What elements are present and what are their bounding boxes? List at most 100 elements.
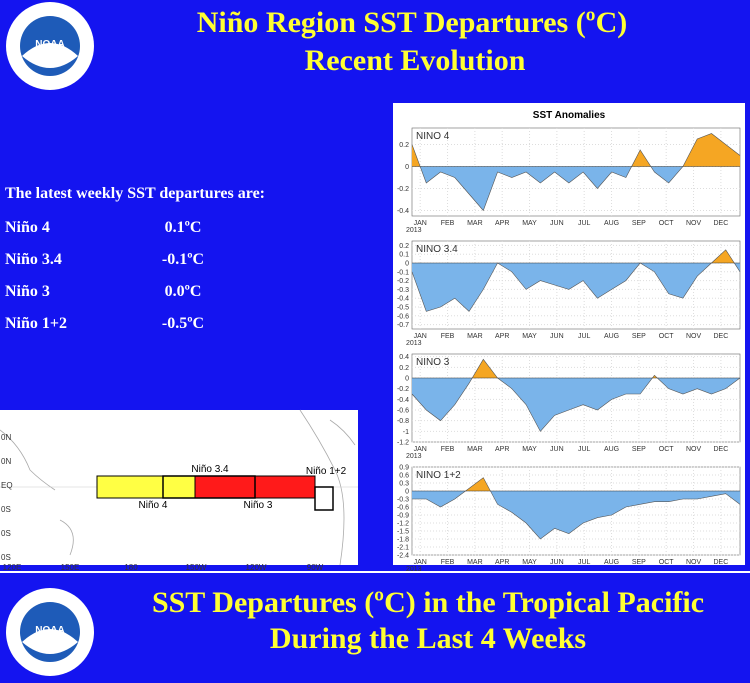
svg-text:NOAA: NOAA — [35, 625, 64, 636]
nino4-box — [96, 475, 196, 499]
year-label: 2013 — [406, 340, 422, 347]
anomaly-area-positive — [412, 133, 740, 167]
x-tick-label: FEB — [441, 446, 455, 453]
y-tick-label: 0 — [405, 376, 409, 383]
y-tick-label: -0.9 — [397, 513, 409, 520]
chart-title: NINO 3 — [416, 357, 450, 368]
x-tick-label: JUL — [578, 446, 591, 453]
x-tick-label: FEB — [441, 220, 455, 227]
y-tick-label: -0.7 — [397, 322, 409, 329]
y-tick-label: -0.2 — [397, 186, 409, 193]
x-tick-label: APR — [495, 446, 509, 453]
x-tick-label: MAY — [522, 446, 537, 453]
noaa-logo: NOAA — [6, 588, 94, 676]
lon-label: 90W — [307, 563, 324, 572]
x-tick-label: APR — [495, 559, 509, 566]
x-tick-label: DEC — [713, 220, 728, 227]
anomaly-line — [411, 133, 741, 212]
x-tick-label: SEP — [632, 220, 646, 227]
y-tick-label: -2.1 — [397, 545, 409, 552]
x-tick-label: MAY — [522, 333, 537, 340]
region-value: 0.0ºC — [165, 283, 202, 300]
y-tick-label: 0 — [405, 261, 409, 268]
region-name: Niño 4 — [5, 219, 50, 236]
lon-label: 180 — [124, 563, 138, 572]
lat-label: 0N — [1, 433, 11, 442]
y-tick-label: 0.1 — [399, 252, 409, 259]
y-tick-label: -0.5 — [397, 305, 409, 312]
lat-label: 0N — [1, 457, 11, 466]
anomaly-area-negative — [412, 378, 740, 432]
anomaly-line — [412, 477, 741, 540]
lat-label: 0S — [1, 529, 11, 538]
lon-label: 150W — [186, 563, 207, 572]
chart-title: NINO 3.4 — [416, 244, 458, 255]
year-label: 2013 — [406, 566, 422, 573]
x-tick-label: NOV — [686, 559, 702, 566]
subtitle: Recent Evolution — [305, 44, 526, 77]
year-label: 2013 — [406, 453, 422, 460]
y-tick-label: -0.6 — [397, 408, 409, 415]
region-label: Niño 4 — [139, 500, 168, 511]
y-tick-label: -0.2 — [397, 278, 409, 285]
anomaly-area-negative — [412, 166, 740, 211]
lat-label: 0S — [1, 553, 11, 562]
svg-text:NOAA: NOAA — [35, 39, 64, 50]
title: Niño Region SST Departures (ºC) — [197, 6, 628, 39]
year-label: 2013 — [406, 227, 422, 234]
divider — [0, 571, 750, 573]
y-tick-label: -0.2 — [397, 386, 409, 393]
x-tick-label: AUG — [604, 220, 619, 227]
noaa-logo: NOAA — [6, 2, 94, 90]
region-name: Niño 1+2 — [5, 315, 67, 332]
y-tick-label: 0 — [405, 489, 409, 496]
x-tick-label: JUL — [578, 559, 591, 566]
x-tick-label: AUG — [604, 333, 619, 340]
y-tick-label: -0.4 — [397, 397, 409, 404]
x-tick-label: AUG — [604, 559, 619, 566]
anomaly-area-positive — [412, 477, 740, 491]
footer-subtitle: During the Last 4 Weeks — [270, 622, 586, 655]
x-tick-label: OCT — [659, 333, 675, 340]
anomaly-line — [411, 249, 741, 312]
x-tick-label: NOV — [686, 220, 702, 227]
panel-title: SST Anomalies — [533, 110, 606, 121]
x-tick-label: JUL — [578, 220, 591, 227]
x-tick-label: DEC — [713, 559, 728, 566]
x-tick-label: AUG — [604, 446, 619, 453]
anomaly-line — [411, 358, 741, 432]
y-tick-label: 0 — [405, 164, 409, 171]
x-tick-label: JUN — [550, 220, 564, 227]
region-label: Niño 3.4 — [191, 464, 229, 475]
y-tick-label: -0.6 — [397, 313, 409, 320]
x-tick-label: OCT — [659, 559, 675, 566]
region-value: -0.1ºC — [162, 251, 204, 268]
x-tick-label: FEB — [441, 333, 455, 340]
y-tick-label: 0.9 — [399, 465, 409, 472]
x-tick-label: OCT — [659, 220, 675, 227]
region-name: Niño 3.4 — [5, 251, 62, 268]
y-tick-label: -2.4 — [397, 553, 409, 560]
x-tick-label: JUN — [550, 446, 564, 453]
y-tick-label: -0.3 — [397, 287, 409, 294]
y-tick-label: 0.3 — [399, 481, 409, 488]
y-tick-label: 0.2 — [399, 243, 409, 250]
y-tick-label: -0.4 — [397, 296, 409, 303]
x-tick-label: SEP — [632, 446, 646, 453]
y-tick-label: 0.2 — [399, 142, 409, 149]
x-tick-label: MAY — [522, 220, 537, 227]
y-tick-label: 0.6 — [399, 473, 409, 480]
x-tick-label: MAR — [467, 446, 483, 453]
x-tick-label: JUN — [550, 333, 564, 340]
x-tick-label: MAY — [522, 559, 537, 566]
y-tick-label: -0.8 — [397, 418, 409, 425]
x-tick-label: JAN — [414, 559, 427, 566]
lat-label: 0S — [1, 505, 11, 514]
x-tick-label: MAR — [467, 333, 483, 340]
x-tick-label: SEP — [632, 559, 646, 566]
region-name: Niño 3 — [5, 283, 50, 300]
lon-label: 150E — [61, 563, 80, 572]
region-label: Niño 3 — [244, 500, 273, 511]
